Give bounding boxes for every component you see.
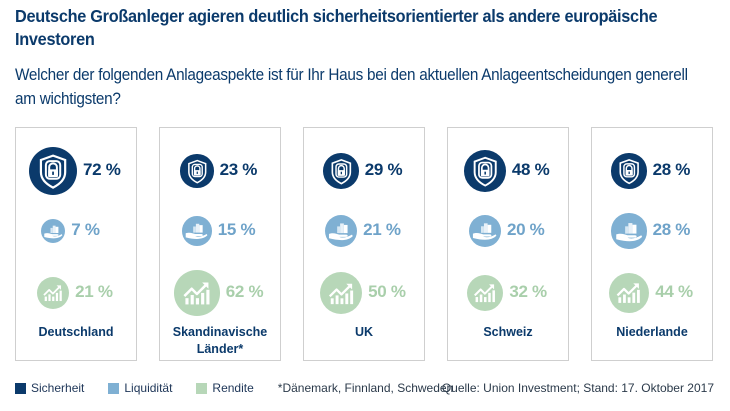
shield-lock-icon [182, 156, 213, 187]
hand-coins-icon [326, 216, 356, 246]
shield-lock-icon [613, 155, 645, 187]
value-label-liquiditaet: 20 % [506, 220, 545, 239]
country-label: UK [354, 325, 374, 339]
bubble-sicherheit [611, 153, 647, 189]
growth-chart-icon [38, 278, 68, 308]
country-panel: 29 % 21 % 50 % UK [303, 127, 425, 361]
growth-chart-icon [610, 274, 647, 311]
shield-lock-icon [31, 149, 75, 193]
hand-coins-icon [613, 215, 645, 247]
country-panel: 23 % 15 % 62 % Skandinavische Länder* [159, 127, 281, 361]
legend-label-liquiditaet: Liquidität [124, 381, 173, 395]
value-label-liquiditaet: 21 % [363, 220, 401, 239]
country-panel: 72 % 7 % 21 % Deutschland [15, 127, 137, 361]
shield-lock-icon [466, 152, 504, 190]
bubble-rendite [36, 276, 70, 310]
legend-item-liquiditaet: Liquidität [108, 381, 172, 395]
bubble-sicherheit [180, 154, 214, 188]
hand-coins-icon [183, 217, 210, 244]
bubble-sicherheit [464, 150, 506, 192]
growth-chart-icon [176, 272, 218, 314]
bubble-liquiditaet [469, 215, 501, 247]
bubble-liquiditaet [611, 213, 647, 249]
chart-subtitle: Welcher der folgenden Anlageaspekte ist … [15, 65, 688, 108]
value-label-liquiditaet: 15 % [217, 220, 256, 239]
value-label-liquiditaet: 28 % [652, 220, 691, 239]
legend-swatch-liquiditaet [108, 382, 120, 394]
footnote: *Dänemark, Finnland, Schweden [277, 381, 454, 395]
value-label-sicherheit: 28 % [652, 160, 691, 179]
shield-lock-icon [325, 155, 358, 188]
value-label-rendite: 32 % [509, 282, 547, 301]
value-label-sicherheit: 29 % [364, 160, 403, 179]
value-label-rendite: 62 % [225, 282, 264, 301]
bubble-rendite [466, 274, 504, 312]
bubble-sicherheit [29, 147, 77, 195]
legend-item-sicherheit: Sicherheit [15, 381, 84, 395]
country-panel: 48 % 20 % 32 % Schweiz [447, 127, 569, 361]
chart-title: Deutsche Großanleger agieren deutlich si… [15, 6, 658, 49]
country-label: Niederlande [616, 325, 688, 339]
hand-coins-icon [470, 216, 499, 245]
bubble-sicherheit [323, 153, 359, 189]
country-label: Schweiz [483, 325, 533, 339]
legend-label-sicherheit: Sicherheit [31, 381, 85, 395]
hand-coins-icon [42, 220, 65, 243]
country-label: Deutschland [38, 325, 114, 339]
bubble-liquiditaet [40, 218, 66, 244]
value-label-rendite: 44 % [655, 282, 693, 301]
legend: Sicherheit Liquidität Rendite *Dänemark,… [15, 381, 453, 395]
bubble-rendite [174, 270, 220, 316]
value-label-rendite: 50 % [368, 282, 406, 301]
bubble-rendite [319, 271, 363, 315]
legend-item-rendite: Rendite [196, 381, 254, 395]
source-note: Quelle: Union Investment; Stand: 17. Okt… [441, 381, 714, 395]
legend-label-rendite: Rendite [212, 381, 254, 395]
value-label-liquiditaet: 7 % [71, 220, 100, 239]
country-label: Skandinavische Länder* [172, 325, 268, 356]
bubble-liquiditaet [182, 216, 212, 246]
country-panel: 28 % 28 % 44 % Niederlande [591, 127, 713, 361]
legend-swatch-rendite [196, 382, 208, 394]
value-label-sicherheit: 72 % [82, 160, 121, 179]
bubble-liquiditaet [324, 214, 358, 248]
legend-swatch-sicherheit [15, 382, 26, 394]
value-label-rendite: 21 % [75, 282, 113, 301]
bubble-rendite [608, 272, 650, 314]
growth-chart-icon [322, 274, 361, 313]
value-label-sicherheit: 23 % [219, 160, 258, 179]
value-label-sicherheit: 48 % [511, 160, 550, 179]
growth-chart-icon [468, 276, 502, 310]
